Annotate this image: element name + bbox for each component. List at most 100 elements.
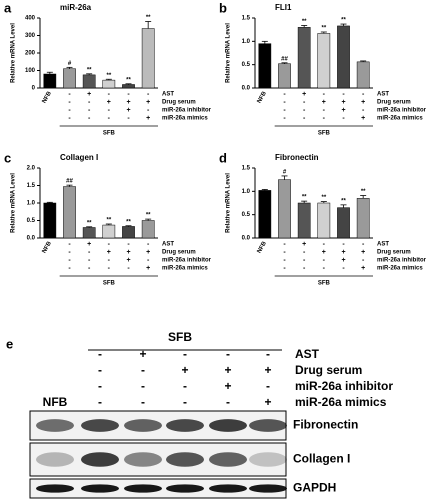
condition-sign: - <box>108 91 111 98</box>
significance-mark: ** <box>146 213 151 219</box>
condition-label: AST <box>162 92 174 98</box>
condition-sign: - <box>68 265 71 272</box>
condition-sign: - <box>323 107 326 114</box>
condition-sign: - <box>342 115 345 122</box>
condition-sign: - <box>303 107 306 114</box>
condition-sign: - <box>127 241 130 248</box>
y-axis-label: Relative mRNA Level <box>11 173 17 233</box>
bar <box>102 224 116 239</box>
condition-sign: + <box>224 363 231 377</box>
condition-label: Drug serum <box>377 250 411 256</box>
y-tick-label: 0 <box>32 86 36 92</box>
condition-sign: + <box>341 249 345 256</box>
condition-sign: + <box>322 249 326 256</box>
bar <box>317 33 331 89</box>
group-label: SFB <box>103 281 116 287</box>
condition-sign: - <box>147 257 150 264</box>
condition-sign: - <box>342 241 345 248</box>
condition-sign: - <box>141 395 145 409</box>
blot-band <box>209 452 247 467</box>
condition-sign: + <box>361 265 365 272</box>
significance-mark: ** <box>341 198 346 204</box>
condition-sign: - <box>303 249 306 256</box>
condition-sign: - <box>283 265 286 272</box>
chart-title: Fibronectin <box>275 153 319 162</box>
condition-sign: + <box>302 241 306 248</box>
blot-band <box>124 484 162 493</box>
condition-label: AST <box>295 347 320 361</box>
y-tick-label: 1.0 <box>242 39 251 45</box>
condition-sign: + <box>126 249 130 256</box>
condition-sign: + <box>146 249 150 256</box>
bar <box>122 226 135 239</box>
condition-sign: - <box>266 347 270 361</box>
condition-sign: + <box>361 99 365 106</box>
condition-sign: + <box>341 99 345 106</box>
bar <box>43 202 57 239</box>
y-tick-label: 2.0 <box>27 166 36 172</box>
condition-sign: + <box>87 241 91 248</box>
blot-band <box>81 419 119 432</box>
condition-label: Drug serum <box>162 250 196 256</box>
condition-label: miR-26a mimics <box>377 116 423 122</box>
y-tick-label: 0.0 <box>242 236 251 242</box>
band-label: Collagen I <box>293 452 350 466</box>
condition-label: Drug serum <box>377 100 411 106</box>
condition-sign: - <box>303 99 306 106</box>
significance-mark: # <box>68 61 72 67</box>
group-label: SFB <box>318 281 331 287</box>
condition-sign: - <box>98 379 102 393</box>
condition-label: miR-26a mimics <box>377 266 423 272</box>
bar <box>297 27 311 89</box>
condition-sign: - <box>88 249 91 256</box>
bar <box>82 74 96 89</box>
condition-label: miR-26a mimics <box>295 395 387 409</box>
band-label: GAPDH <box>293 481 336 495</box>
blot-band <box>36 452 74 467</box>
condition-label: miR-26a mimics <box>162 266 208 272</box>
condition-sign: + <box>126 107 130 114</box>
y-tick-label: 0.5 <box>242 62 251 68</box>
significance-mark: ** <box>321 195 326 201</box>
bar <box>278 179 291 239</box>
condition-sign: - <box>108 241 111 248</box>
significance-mark: ** <box>361 189 366 195</box>
condition-sign: + <box>87 91 91 98</box>
y-axis-label: Relative mRNA Level <box>226 23 232 83</box>
y-tick-label: 200 <box>25 51 36 57</box>
panel-label: c <box>4 150 11 165</box>
condition-sign: - <box>342 91 345 98</box>
x-tick-label: NFB <box>42 240 54 254</box>
y-tick-label: 0.5 <box>27 218 36 224</box>
condition-sign: - <box>226 347 230 361</box>
x-tick-label: NFB <box>257 240 269 254</box>
condition-sign: - <box>88 107 91 114</box>
condition-sign: + <box>107 249 111 256</box>
condition-sign: - <box>303 115 306 122</box>
condition-sign: - <box>68 107 71 114</box>
condition-sign: + <box>139 347 146 361</box>
chart-title: Collagen I <box>60 153 98 162</box>
condition-sign: + <box>264 363 271 377</box>
condition-sign: - <box>88 265 91 272</box>
bar <box>102 79 116 89</box>
blot-band <box>166 419 204 432</box>
condition-sign: - <box>266 379 270 393</box>
condition-sign: - <box>342 265 345 272</box>
condition-sign: - <box>68 91 71 98</box>
significance-mark: ** <box>87 67 92 73</box>
y-tick-label: 400 <box>25 16 36 22</box>
y-tick-label: 1.0 <box>242 189 251 195</box>
x-tick-label: NFB <box>257 90 269 104</box>
bar <box>63 68 76 89</box>
condition-sign: - <box>362 107 365 114</box>
condition-sign: - <box>88 257 91 264</box>
bar <box>297 202 311 239</box>
group-label: SFB <box>103 131 116 137</box>
condition-label: miR-26a inhibitor <box>377 108 427 114</box>
condition-sign: - <box>127 91 130 98</box>
condition-label: AST <box>377 92 389 98</box>
y-axis-label: Relative mRNA Level <box>226 173 232 233</box>
blot-band <box>36 419 74 432</box>
